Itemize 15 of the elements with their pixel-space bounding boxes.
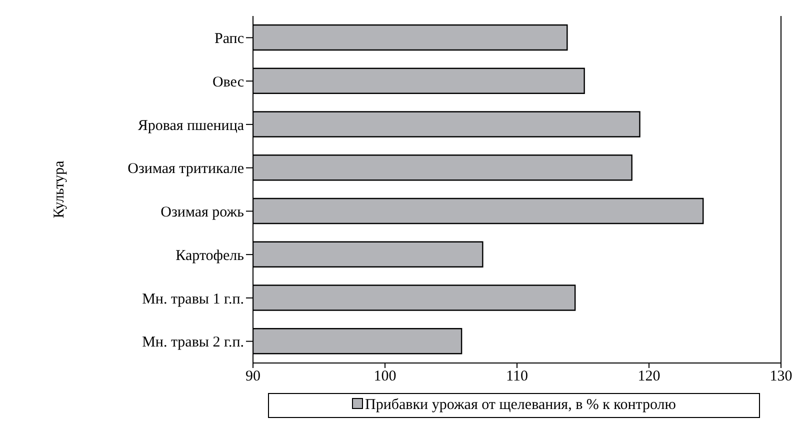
y-tick-label: Рапс xyxy=(214,31,244,48)
x-tick-label: 100 xyxy=(374,368,396,385)
y-tick-label: Яровая пшеница xyxy=(138,118,244,134)
y-axis-title: Культура xyxy=(51,160,68,218)
x-tick-label: 110 xyxy=(506,368,528,385)
legend-label: Прибавки урожая от щелевания, в % к контролю xyxy=(364,397,676,413)
y-tick-label: Озимая тритикале xyxy=(128,161,244,178)
y-tick-label: Овес xyxy=(212,74,244,90)
y-tick-label: Озимая рожь xyxy=(160,204,244,221)
y-tick-label: Мн. травы 2 г.п. xyxy=(142,334,244,351)
y-tick-label: Картофель xyxy=(176,248,244,264)
y-tick-label: Мн. травы 1 г.п. xyxy=(142,291,244,308)
x-tick-label: 90 xyxy=(246,368,260,385)
x-tick-label: 130 xyxy=(770,368,792,385)
x-tick-label: 120 xyxy=(638,368,660,385)
